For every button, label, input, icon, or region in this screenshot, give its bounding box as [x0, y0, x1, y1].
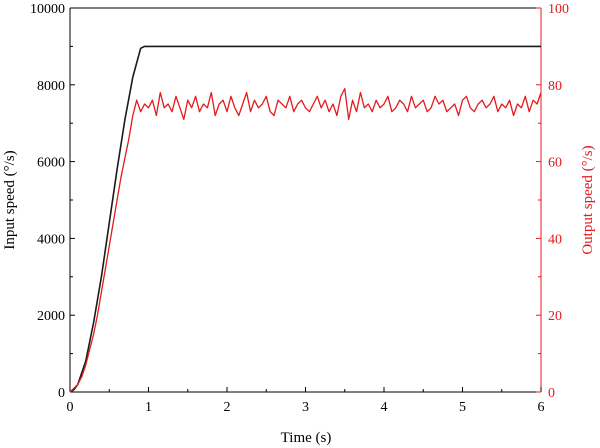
right-y-tick-label: 60	[548, 156, 562, 171]
x-tick-label: 4	[381, 400, 388, 415]
x-tick-label: 6	[538, 400, 545, 415]
right-y-tick-label: 80	[548, 79, 562, 94]
x-tick-label: 3	[302, 400, 309, 415]
left-y-tick-label: 0	[58, 386, 65, 401]
right-y-tick-label: 40	[548, 232, 562, 247]
x-tick-label: 2	[224, 400, 231, 415]
left-y-tick-label: 8000	[37, 79, 65, 94]
axes-layer: 0 1 2 3 4 5 6020004000600080001000002040608010…	[30, 2, 569, 415]
right-y-tick-label: 20	[548, 309, 562, 324]
right-y-tick-label: 100	[548, 2, 569, 17]
x-axis-title: Time (s)	[281, 430, 332, 446]
left-y-tick-label: 10000	[30, 2, 65, 17]
input-speed-line	[69, 45, 541, 393]
left-y-tick-label: 4000	[37, 232, 65, 247]
left-y-tick-label: 2000	[37, 309, 65, 324]
labels-layer: Time (s) Input speed (°/s) Output speed …	[2, 145, 596, 446]
right-y-tick-label: 0	[548, 386, 555, 401]
series-layer	[69, 45, 542, 393]
x-tick-label: 5	[459, 400, 466, 415]
left-y-axis-title: Input speed (°/s)	[2, 150, 18, 249]
x-tick-label: 1	[145, 400, 152, 415]
x-tick-label: 0	[67, 400, 74, 415]
right-y-axis-title: Output speed (°/s)	[580, 145, 596, 254]
output-speed-line	[69, 87, 542, 393]
left-y-tick-label: 6000	[37, 156, 65, 171]
